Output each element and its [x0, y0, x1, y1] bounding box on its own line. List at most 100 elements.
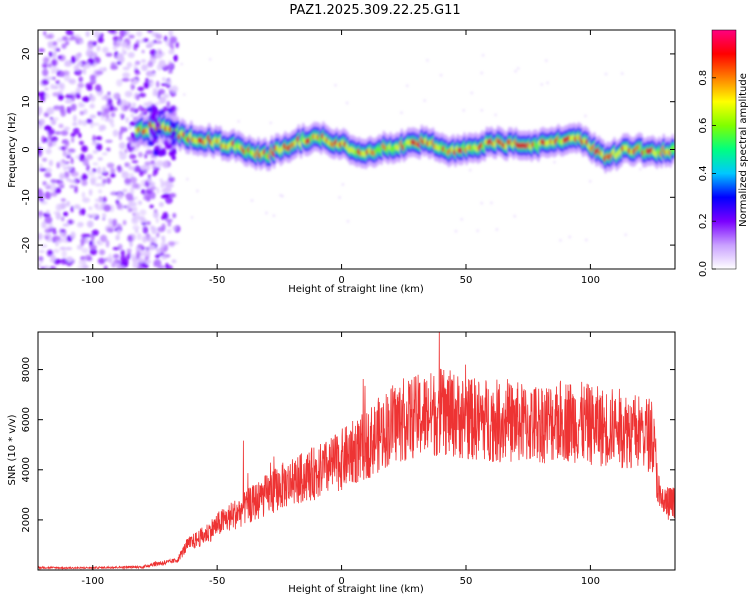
spectrogram-signal-cell	[152, 117, 159, 124]
spectrogram-noise-cell	[639, 168, 642, 171]
spectrogram-noise-cell	[51, 45, 59, 51]
spectrogram-noise-cell	[52, 51, 57, 57]
spectrogram-noise-cell	[148, 178, 152, 183]
spectrogram-noise-cell	[63, 165, 67, 172]
spectrogram-noise-cell	[584, 114, 587, 118]
spectrogram-noise-cell	[78, 76, 83, 83]
spectrogram-noise-cell	[75, 87, 82, 95]
spectrogram-noise-cell	[159, 96, 166, 104]
spectrogram-noise-cell	[170, 85, 179, 93]
spectrogram-noise-cell	[55, 203, 62, 211]
spectrogram-noise-cell	[45, 167, 52, 173]
spectrogram-signal-cell	[150, 103, 157, 110]
spectrogram-noise-cell	[133, 165, 142, 173]
spectrogram-noise-cell	[81, 145, 88, 153]
spectrogram-noise-cell	[117, 165, 122, 173]
spectrogram-noise-cell	[61, 36, 69, 41]
spectrogram-noise-cell	[81, 191, 86, 199]
spectrogram-noise-cell	[589, 180, 592, 183]
spectrogram-noise-cell	[116, 79, 123, 87]
spectrogram-noise-cell	[113, 253, 120, 259]
spectrogram-noise-cell	[162, 160, 169, 169]
spectrogram-noise-cell	[120, 103, 124, 111]
spectrogram-noise-cell	[99, 234, 108, 243]
spectrogram-noise-cell	[43, 31, 47, 36]
snr-y-ticks: 2000 4000 6000 8000	[21, 357, 675, 533]
spectrogram-noise-cell	[168, 70, 173, 74]
spectrogram-noise-cell	[62, 223, 70, 227]
spectrogram-noise-cell	[91, 213, 98, 218]
spectrogram-noise-cell	[345, 101, 349, 105]
spectrogram-noise-cell	[338, 196, 341, 199]
spectrogram-noise-cell	[147, 61, 154, 68]
spectrogram-noise-cell	[101, 96, 106, 101]
colorbar-tick-label: 0.2	[698, 213, 709, 229]
spectrogram-noise-cell	[66, 154, 71, 159]
spectrogram-noise-cell	[124, 162, 131, 168]
spectrogram-noise-cell	[92, 150, 98, 154]
spectrogram-noise-cell	[341, 183, 345, 186]
spectrogram-noise-cell	[454, 230, 458, 233]
spectrogram-noise-cell	[38, 250, 45, 253]
spectrogram-noise-cell	[160, 242, 165, 249]
spectrogram-noise-cell	[63, 126, 70, 131]
spectrogram-noise-cell	[82, 158, 89, 166]
spectrogram-noise-cell	[108, 118, 114, 125]
spectrogram-noise-cell	[137, 86, 145, 92]
spectrogram-signal-cell	[163, 139, 169, 146]
spectrogram-noise-cell	[134, 228, 139, 234]
spectrogram-noise-cell	[161, 238, 166, 243]
spectrogram-noise-cell	[97, 37, 105, 43]
spectrogram-noise-cell	[103, 107, 110, 114]
colorbar-tick-label: 0.0	[698, 261, 709, 277]
spectrogram-noise-cell	[53, 106, 61, 112]
spectrogram-noise-cell	[144, 153, 148, 159]
spectrogram-noise-cell	[131, 160, 139, 164]
spectrogram-noise-cell	[131, 102, 137, 108]
spectrogram-noise-cell	[128, 125, 132, 130]
spectrogram-noise-cell	[162, 77, 166, 82]
spectrogram-noise-cell	[51, 76, 56, 81]
spectrogram-noise-cell	[73, 114, 77, 123]
spectrogram-noise-cell	[167, 176, 175, 183]
spectrogram-noise-cell	[107, 98, 113, 105]
spectrogram-noise-cell	[81, 119, 88, 127]
spectrogram-noise-cell	[48, 51, 53, 58]
spectrogram-noise-cell	[132, 261, 139, 269]
spectrogram-noise-cell	[41, 221, 47, 229]
spectrogram-noise-cell	[166, 101, 171, 108]
spectrogram-noise-cell	[38, 48, 45, 53]
spectrogram-noise-cell	[97, 257, 106, 265]
spectrogram-noise-cell	[50, 254, 56, 262]
spectrogram-noise-cell	[156, 248, 160, 253]
spectrogram-noise-cell	[89, 103, 95, 109]
spectrogram-noise-cell	[54, 131, 62, 135]
colorbar-gradient	[712, 30, 736, 269]
spectrogram-noise-cell	[160, 256, 168, 260]
spectrogram-noise-cell	[136, 39, 140, 45]
spectrogram-signal-cell	[171, 123, 178, 130]
spectrogram-noise-cell	[78, 119, 82, 126]
spectrogram-noise-cell	[553, 161, 556, 164]
spectrogram-noise-cell	[94, 198, 102, 202]
spectrogram-noise-cell	[139, 38, 145, 44]
spectrogram-noise-cell	[41, 79, 49, 86]
spectrogram-noise-cell	[89, 94, 96, 103]
spectrogram-noise-cell	[38, 191, 45, 198]
spectrogram-noise-cell	[76, 40, 80, 45]
spectrogram-noise-cell	[55, 80, 61, 85]
spectrogram-noise-cell	[155, 101, 161, 106]
spectrogram-noise-cell	[82, 68, 87, 75]
spectrogram-noise-cell	[130, 132, 136, 139]
spectrogram-noise-cell	[44, 191, 52, 200]
spectrogram-noise-cell	[115, 234, 120, 241]
spectrogram-noise-cell	[85, 31, 90, 37]
spectrogram-noise-cell	[265, 211, 268, 215]
spectrogram-noise-cell	[123, 128, 127, 132]
spectrogram-noise-cell	[59, 175, 66, 179]
spectrogram-noise-cell	[63, 203, 67, 208]
colorbar-label: Normalized spectral amplitude	[738, 73, 749, 227]
spectrogram-noise-cell	[147, 42, 152, 47]
spectrogram-noise-cell	[74, 185, 78, 194]
